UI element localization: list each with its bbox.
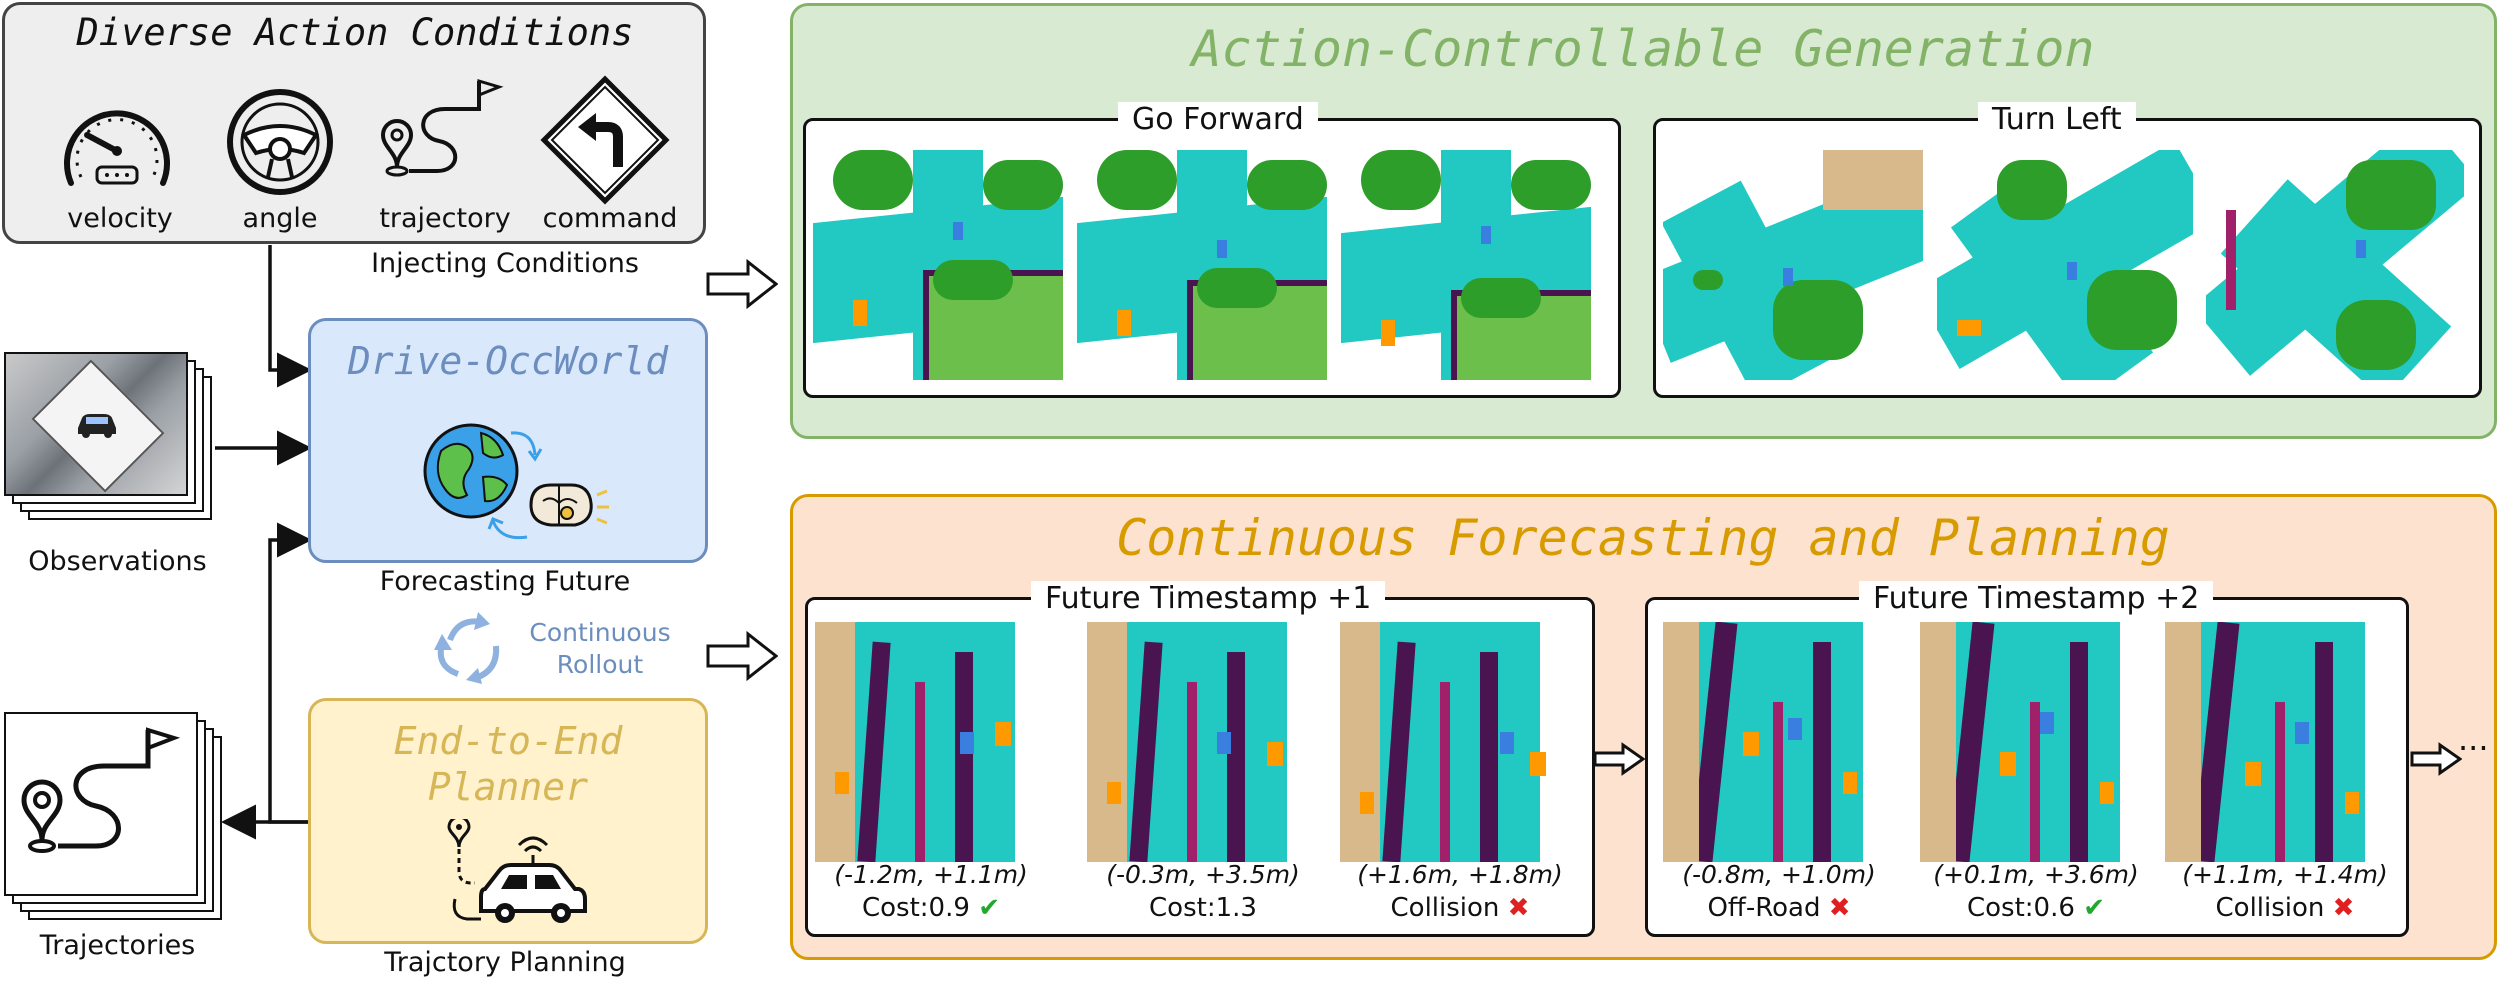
condition-label-angle: angle bbox=[242, 203, 318, 234]
observations-stack bbox=[4, 352, 214, 522]
speedometer-icon bbox=[64, 110, 170, 186]
status-t1-2: Cost:1.3 bbox=[1087, 893, 1319, 923]
coord-t1-1: (-1.2m, +1.1m) bbox=[834, 860, 1028, 889]
check-icon: ✔ bbox=[978, 893, 1000, 923]
coord-t1-3: (+1.6m, +1.8m) bbox=[1357, 860, 1563, 889]
autonomous-car-icon bbox=[447, 819, 587, 923]
hollow-arrow-right bbox=[706, 258, 778, 310]
surround-view-image bbox=[4, 352, 188, 496]
world-model-box: Drive-OccWorld bbox=[308, 318, 708, 563]
status-text: Collision bbox=[1390, 893, 1500, 923]
status-t2-3: Collision ✖ bbox=[2165, 893, 2405, 923]
turn-left-title: Turn Left bbox=[1978, 102, 2136, 137]
condition-label-trajectory: trajectory bbox=[379, 203, 511, 234]
coord-t1-2: (-0.3m, +3.5m) bbox=[1106, 860, 1300, 889]
hollow-arrow-right bbox=[706, 630, 778, 682]
status-text: Cost:1.3 bbox=[1149, 893, 1257, 923]
planner-caption: Trajctory Planning bbox=[384, 947, 626, 978]
condition-label-velocity: velocity bbox=[67, 203, 173, 234]
car-icon bbox=[78, 414, 116, 438]
occupancy-frame-left-1 bbox=[1663, 150, 1923, 380]
ellipsis: ··· bbox=[2458, 729, 2489, 767]
cross-icon: ✖ bbox=[1507, 893, 1530, 923]
trajectory-map-icon bbox=[21, 727, 181, 853]
condition-label-command: command bbox=[542, 203, 678, 234]
status-text: Collision bbox=[2215, 893, 2325, 923]
recycle-icon bbox=[434, 612, 500, 684]
rollout-label-line2: Rollout bbox=[556, 650, 644, 679]
forecast-frame-t2-1 bbox=[1663, 622, 1895, 862]
coord-t2-2: (+0.1m, +3.6m) bbox=[1933, 860, 2139, 889]
occupancy-frame-forward-2 bbox=[1077, 150, 1327, 380]
trajectory-icon bbox=[380, 78, 504, 177]
status-text: Off-Road bbox=[1707, 893, 1821, 923]
generation-title: Action-Controllable Generation bbox=[1191, 20, 2095, 78]
steering-wheel-icon bbox=[227, 89, 333, 195]
trajectories-label: Trajectories bbox=[39, 930, 196, 961]
cross-icon: ✖ bbox=[2332, 893, 2355, 923]
forecast-frame-t2-2 bbox=[1920, 622, 2152, 862]
status-t1-3: Collision ✖ bbox=[1340, 893, 1580, 923]
hollow-arrow-small bbox=[1593, 742, 1645, 776]
cross-icon: ✖ bbox=[1828, 893, 1851, 923]
forecast-frame-t2-3 bbox=[2165, 622, 2405, 862]
forecast-frame-t1-2 bbox=[1087, 622, 1319, 862]
timestamp-2-title: Future Timestamp +2 bbox=[1859, 581, 2214, 616]
status-t1-1: Cost:0.9 ✔ bbox=[815, 893, 1047, 923]
observations-label: Observations bbox=[28, 546, 207, 577]
world-model-caption: Forecasting Future bbox=[379, 566, 631, 597]
go-forward-title: Go Forward bbox=[1118, 102, 1318, 137]
hollow-arrow-small bbox=[2410, 742, 2462, 776]
timestamp-1-title: Future Timestamp +1 bbox=[1031, 581, 1386, 616]
rollout-label-line1: Continuous bbox=[529, 618, 671, 647]
occupancy-frame-forward-1 bbox=[813, 150, 1063, 380]
globe-brain-icon bbox=[423, 423, 609, 540]
planner-title-line2: Planner bbox=[427, 765, 589, 809]
planner-title-line1: End-to-End bbox=[393, 719, 623, 763]
forecast-frame-t1-1 bbox=[815, 622, 1047, 862]
status-text: Cost:0.9 bbox=[862, 893, 970, 923]
status-t2-2: Cost:0.6 ✔ bbox=[1920, 893, 2152, 923]
status-t2-1: Off-Road ✖ bbox=[1663, 893, 1895, 923]
forecast-frame-t1-3 bbox=[1340, 622, 1580, 862]
trajectories-stack bbox=[4, 712, 229, 932]
coord-t2-3: (+1.1m, +1.4m) bbox=[2182, 860, 2388, 889]
check-icon: ✔ bbox=[2083, 893, 2105, 923]
turn-sign-icon bbox=[540, 75, 670, 205]
conditions-caption: Injecting Conditions bbox=[371, 248, 639, 279]
conditions-panel: Diverse Action Conditions velocity angle… bbox=[2, 2, 706, 244]
planner-box: End-to-End Planner bbox=[308, 698, 708, 944]
coord-t2-1: (-0.8m, +1.0m) bbox=[1682, 860, 1876, 889]
conditions-title: Diverse Action Conditions bbox=[76, 11, 634, 54]
world-model-title: Drive-OccWorld bbox=[347, 339, 669, 383]
status-text: Cost:0.6 bbox=[1967, 893, 2075, 923]
forecasting-title: Continuous Forecasting and Planning bbox=[1116, 509, 2170, 567]
occupancy-frame-forward-3 bbox=[1341, 150, 1591, 380]
occupancy-frame-left-3 bbox=[2206, 150, 2464, 380]
occupancy-frame-left-2 bbox=[1937, 150, 2193, 380]
